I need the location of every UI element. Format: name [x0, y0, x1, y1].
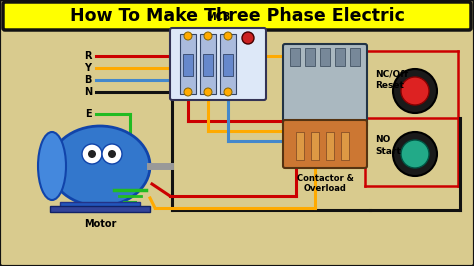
FancyBboxPatch shape	[283, 120, 367, 168]
Bar	[180, 34, 196, 94]
Circle shape	[82, 144, 102, 164]
Bar	[305, 48, 315, 66]
Circle shape	[401, 77, 429, 105]
Ellipse shape	[50, 126, 150, 206]
Text: Overload: Overload	[303, 184, 346, 193]
Circle shape	[88, 150, 96, 158]
Circle shape	[108, 150, 116, 158]
Bar	[320, 48, 330, 66]
Bar	[341, 132, 349, 160]
Text: N: N	[84, 87, 92, 97]
Text: Y: Y	[84, 63, 91, 73]
Circle shape	[204, 88, 212, 96]
Bar	[296, 132, 304, 160]
Bar	[350, 48, 360, 66]
Text: B: B	[84, 75, 91, 85]
Circle shape	[204, 32, 212, 40]
Text: Start: Start	[375, 148, 401, 156]
Bar	[200, 34, 216, 94]
Bar	[326, 132, 334, 160]
Circle shape	[184, 88, 192, 96]
Bar	[203, 54, 213, 76]
Bar	[311, 132, 319, 160]
FancyBboxPatch shape	[283, 44, 367, 128]
Text: NC/Off: NC/Off	[375, 69, 408, 78]
Circle shape	[224, 32, 232, 40]
Circle shape	[393, 69, 437, 113]
FancyBboxPatch shape	[3, 2, 471, 30]
Circle shape	[102, 144, 122, 164]
Text: Motor: Motor	[84, 219, 116, 229]
FancyBboxPatch shape	[170, 28, 266, 100]
Circle shape	[224, 88, 232, 96]
Circle shape	[242, 32, 254, 44]
Bar	[50, 206, 150, 212]
Text: E: E	[85, 109, 91, 119]
Bar	[290, 48, 300, 66]
Text: MCB: MCB	[206, 12, 230, 22]
Bar	[183, 54, 193, 76]
Text: R: R	[84, 51, 92, 61]
Bar	[220, 34, 236, 94]
Ellipse shape	[38, 132, 66, 200]
Text: Contactor &: Contactor &	[297, 174, 354, 183]
Text: Reset: Reset	[375, 81, 404, 90]
Bar	[60, 202, 140, 208]
Bar	[223, 54, 233, 76]
Text: NO: NO	[375, 135, 391, 144]
Circle shape	[184, 32, 192, 40]
Text: How To Make Three Phase Electric: How To Make Three Phase Electric	[70, 7, 404, 25]
Circle shape	[401, 140, 429, 168]
Circle shape	[393, 132, 437, 176]
Bar	[335, 48, 345, 66]
